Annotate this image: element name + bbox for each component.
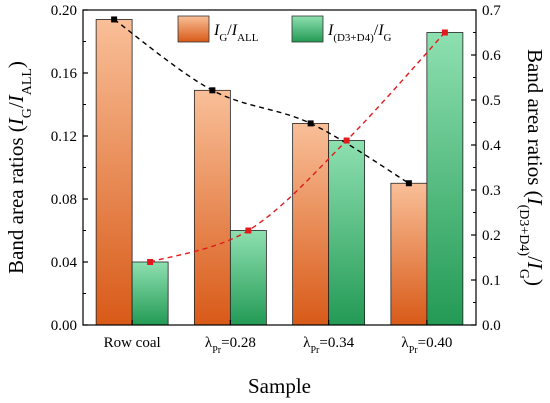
x-tick-label: λPr=0.34 <box>303 335 354 356</box>
bar-id3d4-ig-0 <box>131 261 169 326</box>
lines-layer <box>111 16 448 265</box>
left-tick-label: 0.12 <box>51 129 77 145</box>
right-tick-label: 0.3 <box>482 183 501 199</box>
left-tick-label: 0.16 <box>51 66 78 82</box>
right-tick-label: 0.6 <box>482 48 501 64</box>
right-tick-label: 0.1 <box>482 273 501 289</box>
legend-label-ig-iall: IG/IALL <box>213 22 259 44</box>
bar-id3d4-ig-3 <box>426 32 464 326</box>
left-tick-label: 0.00 <box>51 318 77 334</box>
right-tick-label: 0.4 <box>482 138 501 154</box>
legend: IG/IALL I(D3+D4)/IG <box>177 15 392 44</box>
legend-swatch-ig-iall <box>177 15 210 43</box>
marker-ig-iall-3 <box>405 180 412 187</box>
legend-label-id3d4-ig: I(D3+D4)/IG <box>327 22 392 44</box>
x-tick-label: λPr=0.40 <box>401 335 452 356</box>
left-tick-label: 0.04 <box>51 255 78 271</box>
trend-line-id3d4-ig <box>149 32 446 263</box>
legend-swatch-id3d4-ig <box>291 15 324 43</box>
marker-id3d4-ig-2 <box>343 137 350 144</box>
left-tick-label: 0.20 <box>51 3 77 19</box>
bars-layer <box>95 19 464 326</box>
bar-ig-iall-1 <box>193 89 231 326</box>
left-y-axis-title: Band area ratios (IG/IALL) <box>4 61 35 274</box>
marker-ig-iall-2 <box>307 120 314 127</box>
marker-ig-iall-0 <box>111 16 118 23</box>
bar-id3d4-ig-2 <box>328 140 366 326</box>
marker-id3d4-ig-0 <box>147 259 154 265</box>
bar-ig-iall-2 <box>292 123 330 326</box>
right-tick-label: 0.2 <box>482 228 501 244</box>
x-tick-label: Row coal <box>104 335 161 351</box>
right-tick-label: 0.5 <box>482 93 501 109</box>
left-tick-label: 0.08 <box>51 192 77 208</box>
right-y-axis-title: Band area ratios (I(D3+D4)/IG) <box>517 49 548 286</box>
bar-id3d4-ig-1 <box>229 230 267 326</box>
marker-id3d4-ig-1 <box>245 227 252 234</box>
marker-id3d4-ig-3 <box>441 29 448 36</box>
right-y-axis: 0.0 0.1 0.2 0.3 0.4 0.5 0.6 0.7 <box>471 3 501 334</box>
x-axis: Row coal λPr=0.28 λPr=0.34 λPr=0.40 <box>104 320 452 356</box>
bar-ig-iall-3 <box>390 182 428 326</box>
marker-ig-iall-1 <box>209 87 216 94</box>
left-y-axis: 0.00 0.04 0.08 0.12 0.16 0.20 <box>51 3 88 334</box>
x-tick-label: λPr=0.28 <box>205 335 256 356</box>
right-tick-label: 0.0 <box>482 318 501 334</box>
right-tick-label: 0.7 <box>482 3 501 19</box>
bar-ig-iall-0 <box>95 19 133 326</box>
x-axis-title: Sample <box>248 374 311 398</box>
